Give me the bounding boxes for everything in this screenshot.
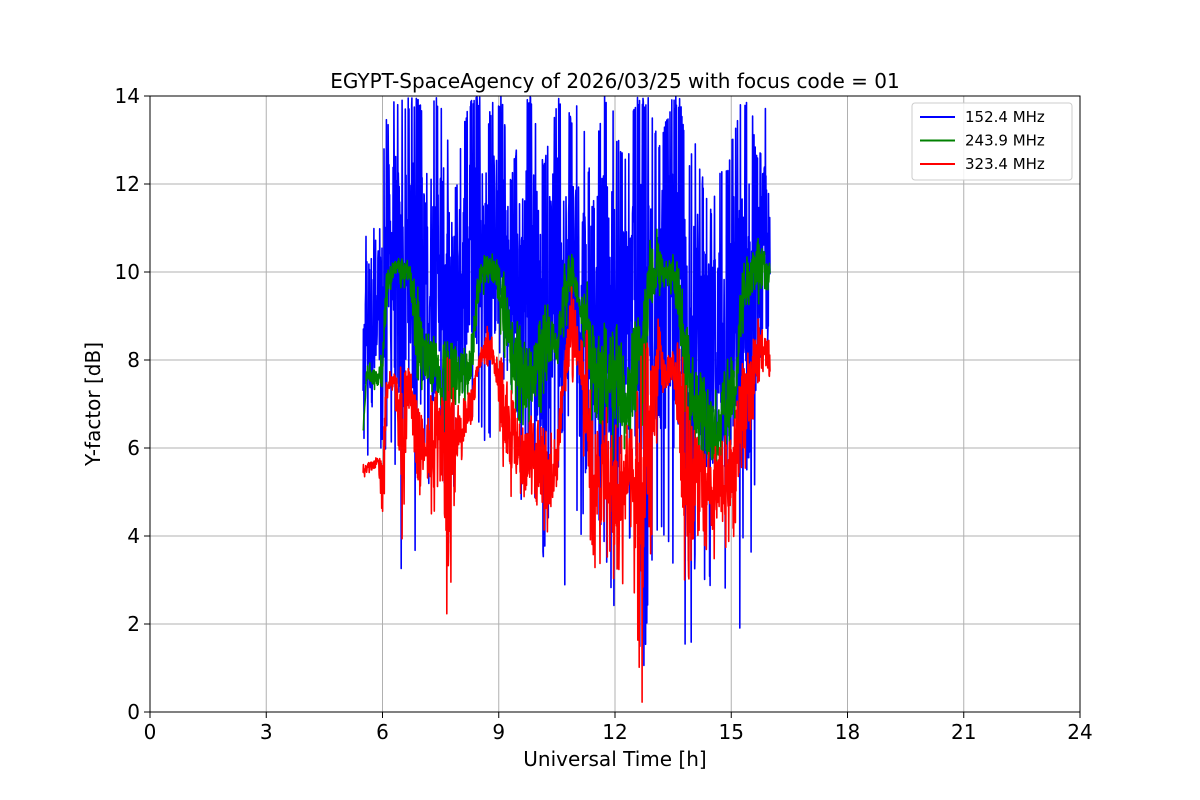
x-tick-label: 24 <box>1067 720 1092 744</box>
x-tick-label: 9 <box>492 720 505 744</box>
legend-label: 152.4 MHz <box>965 108 1045 126</box>
x-axis: 0 3 6 9 12 15 18 21 24 <box>144 712 1093 744</box>
x-tick-label: 12 <box>602 720 627 744</box>
y-tick-label: 8 <box>127 348 140 372</box>
x-axis-label: Universal Time [h] <box>523 747 706 771</box>
y-tick-label: 4 <box>127 524 140 548</box>
series-line-1 <box>362 228 771 477</box>
y-tick-label: 0 <box>127 700 140 724</box>
legend-frame <box>911 102 1073 181</box>
x-tick-label: 6 <box>376 720 389 744</box>
y-tick-label: 12 <box>115 172 140 196</box>
chart-title: EGYPT-SpaceAgency of 2026/03/25 with foc… <box>330 69 899 93</box>
series-line-2 <box>362 286 771 703</box>
y-tick-label: 14 <box>115 84 140 108</box>
y-axis-label: Y-factor [dB] <box>81 342 105 467</box>
legend-label: 243.9 MHz <box>965 132 1045 150</box>
plot-series <box>362 96 771 703</box>
x-tick-label: 3 <box>260 720 273 744</box>
legend-label: 323.4 MHz <box>965 155 1045 173</box>
x-tick-label: 0 <box>144 720 157 744</box>
y-tick-label: 6 <box>127 436 140 460</box>
x-tick-label: 15 <box>719 720 744 744</box>
y-tick-label: 2 <box>127 612 140 636</box>
x-tick-label: 21 <box>951 720 976 744</box>
legend: 152.4 MHz 243.9 MHz 323.4 MHz <box>911 102 1073 181</box>
y-axis: 0 2 4 6 8 10 12 14 <box>115 84 150 724</box>
y-tick-label: 10 <box>115 260 140 284</box>
x-tick-label: 18 <box>835 720 860 744</box>
